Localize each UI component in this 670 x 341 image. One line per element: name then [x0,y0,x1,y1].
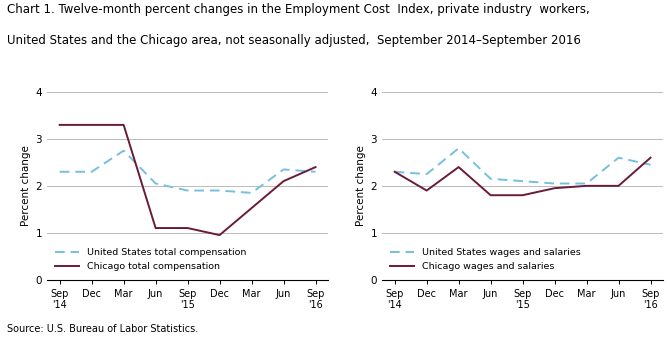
Y-axis label: Percent change: Percent change [21,145,31,226]
Text: Source: U.S. Bureau of Labor Statistics.: Source: U.S. Bureau of Labor Statistics. [7,324,198,334]
Legend: United States total compensation, Chicago total compensation: United States total compensation, Chicag… [52,244,250,275]
Text: United States and the Chicago area, not seasonally adjusted,  September 2014–Sep: United States and the Chicago area, not … [7,34,581,47]
Legend: United States wages and salaries, Chicago wages and salaries: United States wages and salaries, Chicag… [387,244,584,275]
Y-axis label: Percent change: Percent change [356,145,366,226]
Text: Chart 1. Twelve-month percent changes in the Employment Cost  Index, private ind: Chart 1. Twelve-month percent changes in… [7,3,590,16]
